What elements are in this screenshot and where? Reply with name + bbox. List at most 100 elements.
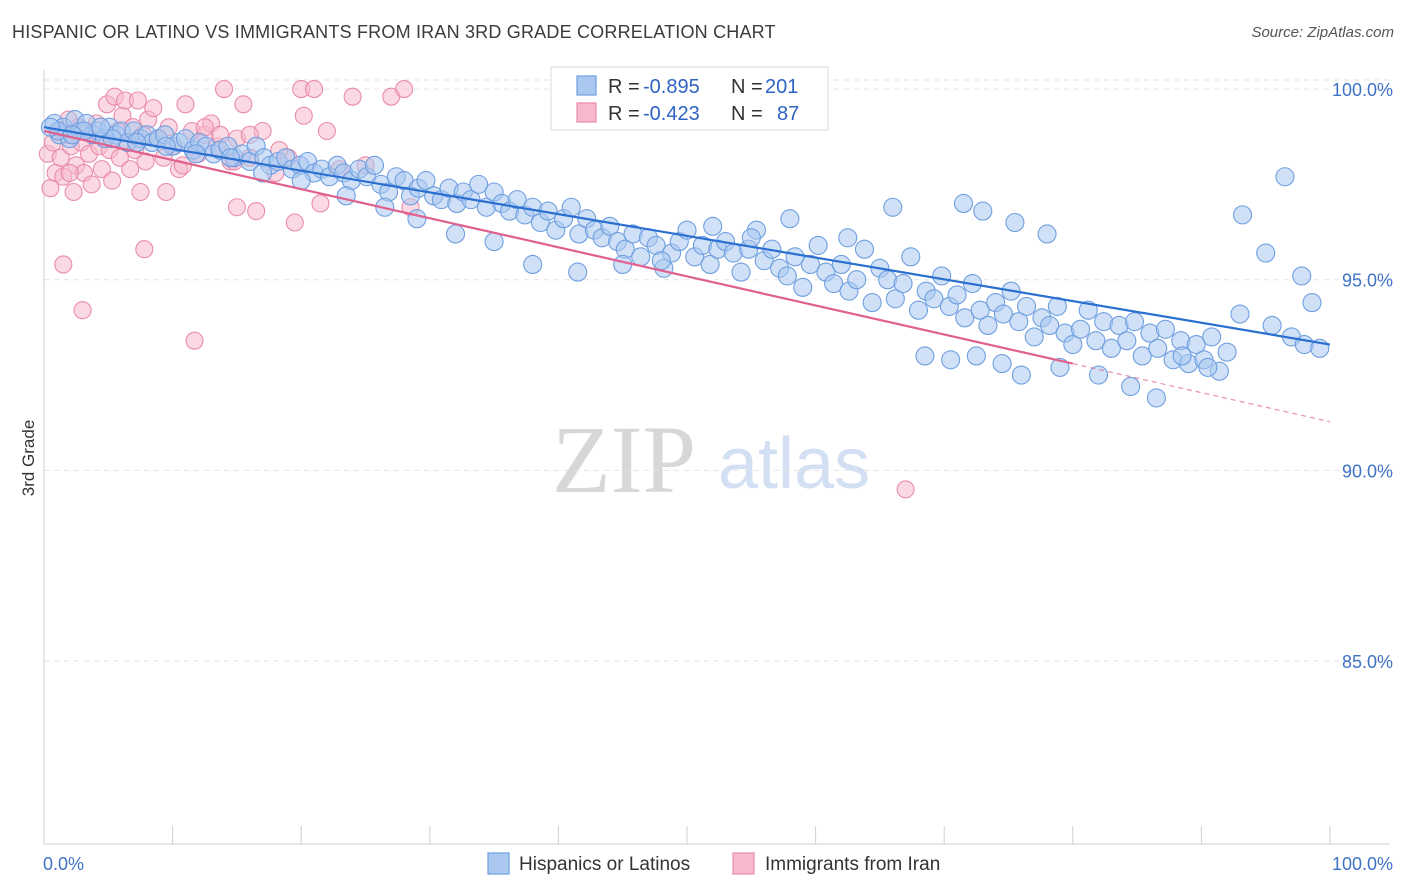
data-point — [523, 254, 543, 275]
legend-box — [550, 66, 829, 131]
data-point — [808, 235, 828, 255]
top-legend: R = -0.895 N = 201 R = -0.423 N = 87 — [550, 66, 829, 131]
data-point — [1302, 293, 1322, 313]
data-point — [1011, 365, 1031, 385]
data-point — [176, 95, 195, 114]
data-point — [51, 148, 70, 167]
data-point — [507, 190, 527, 210]
y-tick-label: 95.0% — [1342, 271, 1393, 291]
data-point — [568, 262, 588, 282]
data-point — [185, 331, 204, 350]
data-point — [703, 216, 723, 236]
data-point — [1063, 334, 1083, 355]
data-point — [854, 239, 875, 259]
data-point — [92, 160, 111, 179]
series-hispanic-points — [40, 110, 1330, 408]
data-point — [305, 80, 324, 99]
data-point — [741, 228, 761, 248]
data-point — [1217, 342, 1237, 362]
data-point — [103, 171, 122, 190]
data-point — [1155, 319, 1175, 339]
legend-n-label-2: N = — [731, 103, 763, 125]
data-point — [227, 198, 246, 217]
data-point — [1124, 312, 1145, 332]
data-point — [862, 293, 882, 313]
data-point — [1146, 388, 1166, 408]
data-point — [1132, 346, 1152, 366]
data-point — [135, 240, 154, 259]
x-tick-label-max: 100.0% — [1332, 854, 1393, 874]
data-point — [800, 254, 821, 275]
axes — [43, 70, 1390, 845]
data-point — [1101, 338, 1121, 358]
data-point — [73, 301, 92, 320]
data-point — [311, 194, 330, 213]
data-point — [1275, 167, 1295, 187]
data-point — [336, 186, 356, 206]
data-point — [1198, 357, 1218, 377]
data-point — [1292, 266, 1312, 286]
trend-line-iran-extension — [1072, 363, 1331, 423]
data-point — [1016, 296, 1037, 316]
watermark-atlas: atlas — [718, 424, 870, 504]
data-point — [343, 87, 362, 106]
data-point — [395, 80, 414, 99]
legend-r-value-1: -0.895 — [643, 76, 700, 98]
data-point — [131, 182, 150, 202]
data-point — [1040, 315, 1060, 336]
data-point — [128, 91, 147, 110]
data-point — [901, 247, 921, 267]
watermark-zip: ZIP — [552, 406, 696, 513]
bottom-legend-swatch-pink — [732, 852, 755, 875]
trend-line-hispanic — [43, 126, 1331, 346]
data-point — [932, 266, 952, 286]
data-point — [780, 209, 800, 229]
y-tick-label: 90.0% — [1342, 461, 1393, 481]
data-point — [1086, 331, 1106, 351]
bottom-legend-label-1: Hispanics or Latinos — [519, 854, 690, 875]
data-point — [953, 193, 974, 213]
legend-n-value-2: 87 — [777, 103, 799, 125]
source-label: Source: ZipAtlas.com — [1251, 24, 1394, 41]
data-point — [885, 289, 905, 309]
data-point — [64, 182, 83, 202]
data-point — [1148, 338, 1168, 358]
data-point — [1037, 224, 1057, 244]
data-point — [1117, 331, 1137, 351]
data-point — [831, 254, 851, 275]
chart-title: HISPANIC OR LATINO VS IMMIGRANTS FROM IR… — [12, 22, 776, 42]
data-point — [970, 300, 990, 320]
bottom-legend: Hispanics or Latinos Immigrants from Ira… — [487, 852, 940, 875]
trend-line-iran — [43, 129, 1074, 365]
data-point — [793, 277, 813, 297]
data-point — [824, 273, 844, 294]
legend-r-label-2: R = — [608, 103, 640, 125]
data-point — [700, 254, 720, 275]
data-point — [908, 300, 929, 320]
y-tick-label: 100.0% — [1332, 80, 1393, 100]
data-point — [941, 350, 961, 370]
data-point — [1186, 334, 1206, 355]
data-point — [1078, 300, 1098, 320]
data-point — [469, 174, 489, 194]
data-point — [157, 182, 176, 202]
legend-swatch-pink — [576, 102, 597, 123]
data-point — [121, 160, 140, 179]
data-point — [893, 273, 913, 294]
data-point — [364, 155, 385, 175]
data-point — [978, 315, 998, 336]
data-point — [144, 99, 163, 118]
data-point — [1202, 327, 1222, 347]
data-point — [214, 80, 234, 99]
data-point — [1230, 304, 1250, 324]
data-point — [62, 125, 82, 145]
trend-lines — [43, 126, 1331, 423]
legend-swatch-blue — [576, 75, 597, 96]
data-point — [838, 228, 858, 248]
data-point — [1005, 212, 1025, 233]
data-point — [896, 480, 915, 499]
data-point — [915, 346, 935, 366]
data-point — [883, 197, 903, 217]
data-point — [234, 95, 253, 114]
